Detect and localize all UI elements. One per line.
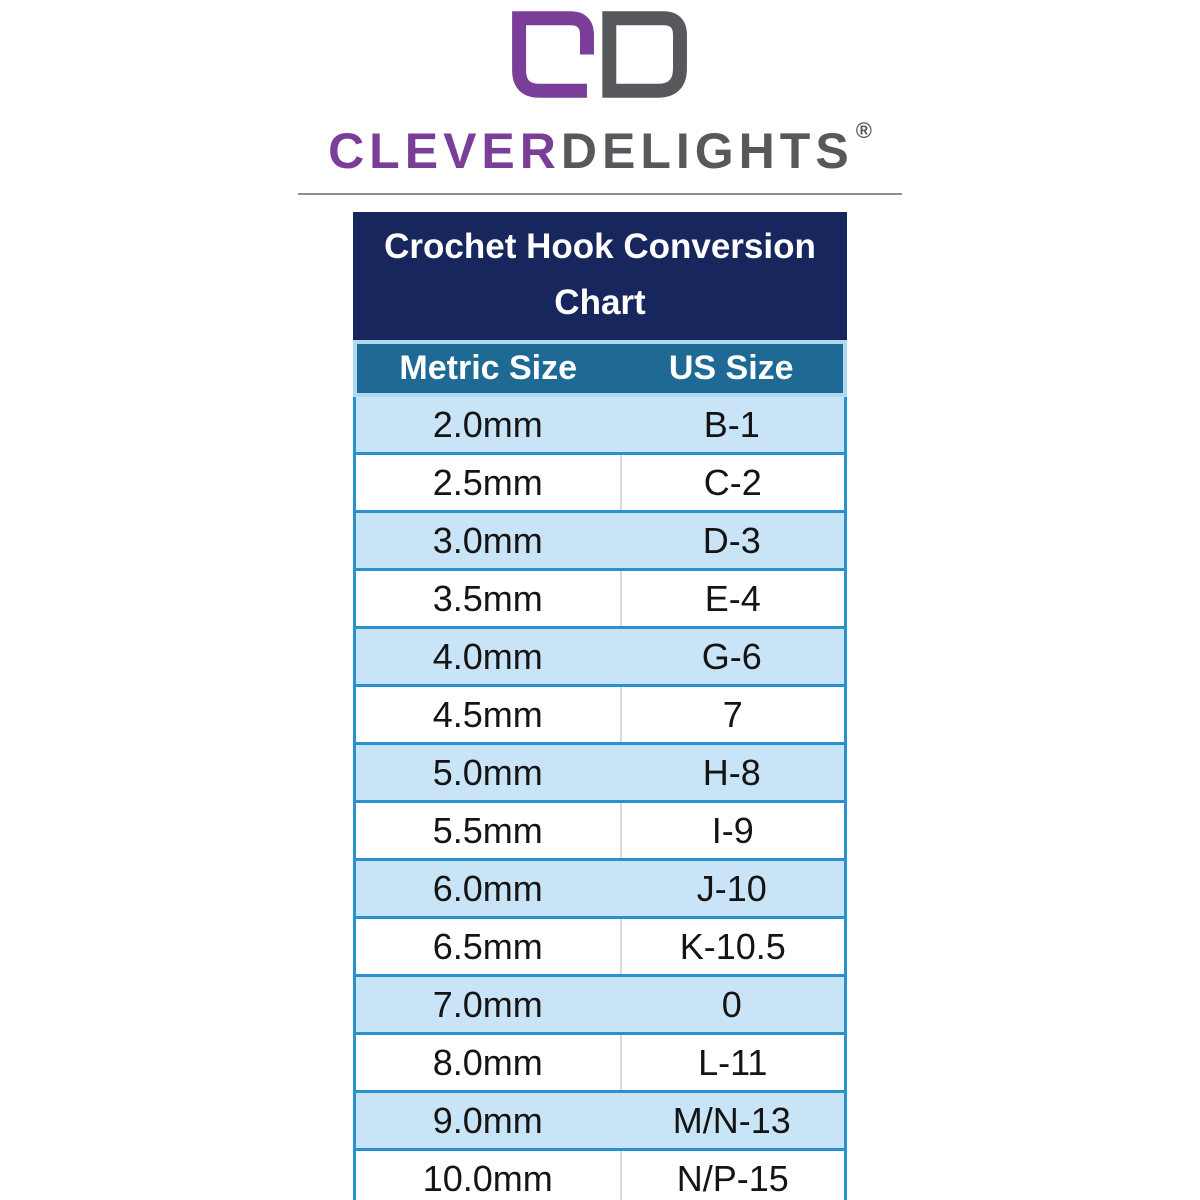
metric-size-cell: 3.5mm xyxy=(356,571,622,626)
metric-size-cell: 4.5mm xyxy=(356,687,622,742)
registered-trademark-symbol: ® xyxy=(855,118,872,143)
brand-clever: CLEVER xyxy=(328,123,561,179)
brand-delights: DELIGHTS xyxy=(560,123,854,179)
metric-size-cell: 5.5mm xyxy=(356,803,622,858)
us-size-cell: M/N-13 xyxy=(672,1099,791,1141)
table-title-line-1: Crochet Hook Conversion xyxy=(384,227,816,266)
table-row: 10.0mm N/P-15 xyxy=(356,1151,844,1200)
metric-size-cell: 10.0mm xyxy=(356,1151,622,1200)
us-size-cell: B-1 xyxy=(703,403,760,445)
us-size-cell: G-6 xyxy=(701,635,762,677)
table-row: 2.0mm B-1 xyxy=(356,397,844,455)
table-row: 4.0mm G-6 xyxy=(356,629,844,687)
metric-size-cell: 7.0mm xyxy=(432,983,543,1025)
us-size-cell: 7 xyxy=(722,693,743,735)
table-row: 6.0mm J-10 xyxy=(356,861,844,919)
metric-size-cell: 2.0mm xyxy=(432,403,543,445)
table-row: 3.0mm D-3 xyxy=(356,513,844,571)
table-row: 2.5mm C-2 xyxy=(356,455,844,513)
us-size-cell: J-10 xyxy=(696,867,767,909)
metric-size-cell: 8.0mm xyxy=(356,1035,622,1090)
table-row: 5.5mm I-9 xyxy=(356,803,844,861)
us-size-cell: C-2 xyxy=(703,461,762,503)
brand-wordmark: CLEVERDELIGHTS® xyxy=(0,105,1200,177)
logo-block: CLEVERDELIGHTS® xyxy=(0,0,1200,195)
table-row: 5.0mm H-8 xyxy=(356,745,844,803)
logo-d-shape xyxy=(602,11,687,98)
divider-line xyxy=(298,193,902,195)
table-row: 7.0mm 0 xyxy=(356,977,844,1035)
metric-size-cell: 2.5mm xyxy=(356,455,622,510)
table-row: 6.5mm K-10.5 xyxy=(356,919,844,977)
metric-size-cell: 3.0mm xyxy=(432,519,543,561)
conversion-chart-table: Crochet Hook Conversion Chart Metric Siz… xyxy=(353,212,847,1200)
us-size-cell: N/P-15 xyxy=(676,1157,789,1199)
metric-size-cell: 5.0mm xyxy=(432,751,543,793)
metric-size-cell: 9.0mm xyxy=(432,1099,543,1141)
table-header-row: Metric Size US Size xyxy=(353,340,847,397)
us-size-cell: L-11 xyxy=(698,1041,768,1083)
us-size-cell: K-10.5 xyxy=(679,925,786,967)
table-row: 8.0mm L-11 xyxy=(356,1035,844,1093)
us-size-cell: D-3 xyxy=(702,519,761,561)
table-row: 9.0mm M/N-13 xyxy=(356,1093,844,1151)
table-title-line-2: Chart xyxy=(554,283,646,322)
cleverdelights-logo-icon xyxy=(512,11,687,98)
table-title: Crochet Hook Conversion Chart xyxy=(353,212,847,340)
us-size-cell: E-4 xyxy=(704,577,761,619)
logo-c-shape xyxy=(512,11,594,98)
us-size-cell: I-9 xyxy=(711,809,754,851)
metric-size-cell: 6.5mm xyxy=(356,919,622,974)
table-row: 4.5mm 7 xyxy=(356,687,844,745)
column-header-us-size: US Size xyxy=(668,349,794,387)
metric-size-cell: 6.0mm xyxy=(432,867,543,909)
column-header-metric-size: Metric Size xyxy=(399,349,578,387)
metric-size-cell: 4.0mm xyxy=(432,635,543,677)
us-size-cell: H-8 xyxy=(702,751,761,793)
us-size-cell: 0 xyxy=(721,983,742,1025)
table-body: 2.0mm B-1 2.5mm C-2 3.0mm D-3 3.5mm E-4 … xyxy=(353,397,847,1200)
table-row: 3.5mm E-4 xyxy=(356,571,844,629)
